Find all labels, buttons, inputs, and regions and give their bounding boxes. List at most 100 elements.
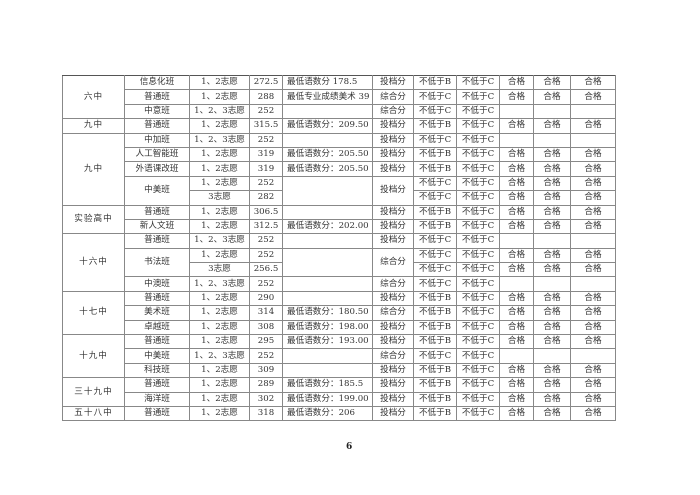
table-row: 人工智能班 1、2志愿 319 最低语数分：205.50 投档分 不低于B 不低于C 合格 合格… [63,146,616,163]
remark [282,204,373,220]
grade-requirement-b: 不低于B [413,74,457,91]
table-row: 十七中 普通班 1、2志愿 290 投档分 不低于B 不低于C 合格 合格 合格 [62,290,616,336]
qualification: 合格 [570,262,616,278]
grade-requirement-b: 不低于C [413,247,457,264]
class-name: 普通班 [124,89,190,105]
volunteer-order: 1、2志愿 [189,377,250,393]
table-row: 中美班 1、2、3志愿 252 综合分 不低于C 不低于C [63,348,616,364]
class-name: 新人文班 [124,218,190,235]
grade-requirement-b: 不低于C [413,233,457,249]
qualification: 合格 [533,319,571,336]
table-row: 十九中 普通班 1、2志愿 295 最低语数分：193.00 投档分 不低于B 不低于C 合格合… [62,334,616,379]
qualification: 合格 [533,405,571,422]
table-row: 3志愿 282 不低于C 不低于C 合格 合格 合格 [63,190,616,206]
grade-requirement-b: 不低于B [413,377,457,393]
qualification: 合格 [570,319,616,336]
remark: 最低语数分：205.50 [282,146,373,163]
grade-requirement-b: 不低于C [413,348,457,364]
min-score: 252 [249,132,283,148]
volunteer-order: 1、2志愿 [189,391,250,407]
score-type: 投档分 [372,319,414,336]
qualification: 合格 [499,334,534,350]
qualification: 合格 [499,391,534,407]
grade-requirement-b: 不低于B [413,319,457,336]
volunteer-order: 1、2志愿 [189,362,250,379]
volunteer-order: 3志愿 [189,190,250,206]
table-row: 实验高中 普通班 1、2志愿 306.5 投档分 不低于B 不低于C 合格 合格 合格 [62,204,616,235]
qualification [499,348,534,364]
class-name: 普通班 [124,334,190,350]
qualification: 合格 [570,305,616,321]
score-type: 投档分 [372,391,414,407]
grade-requirement-b: 不低于C [413,175,457,192]
min-score: 252 [249,348,283,364]
class-name: 科技班 [124,362,190,379]
score-type: 投档分 [372,377,414,393]
qualification: 合格 [570,247,616,264]
volunteer-order: 1、2、3志愿 [189,103,250,120]
score-type: 投档分 [372,175,414,206]
grade-requirement-b: 不低于B [413,391,457,407]
qualification: 合格 [533,262,571,278]
grade-requirement-b: 不低于C [413,132,457,148]
grade-requirement-b: 不低于B [413,290,457,307]
volunteer-order: 1、2志愿 [189,118,250,134]
qualification: 合格 [533,146,571,163]
qualification: 合格 [499,204,534,220]
score-type: 投档分 [372,290,414,307]
remark [282,247,373,278]
qualification: 合格 [499,118,534,134]
volunteer-order: 1、2志愿 [189,305,250,321]
qualification: 合格 [499,161,534,177]
qualification: 合格 [570,89,616,105]
min-score: 282 [249,190,283,206]
qualification: 合格 [533,204,571,220]
table-row: 九中 中加班 1、2、3志愿 252 投档分 不低于C 不低于C [62,132,616,206]
score-type: 综合分 [372,276,414,292]
min-score: 289 [249,377,283,393]
class-name: 人工智能班 [124,146,190,163]
qualification: 合格 [533,218,571,235]
qualification: 合格 [533,290,571,307]
qualification: 合格 [533,74,571,91]
page-number: 6 [346,442,353,452]
admission-table: 六中 信息化班 1、2志愿 272.5 最低语数分 178.5 投档分 不低于B 不低于C 合格… [62,74,616,422]
class-name: 中澳班 [124,276,190,292]
remark [282,348,373,364]
grade-requirement-c: 不低于C [456,276,500,292]
qualification: 合格 [570,118,616,134]
grade-requirement-c: 不低于C [456,290,500,307]
grade-requirement-c: 不低于C [456,305,500,321]
qualification: 合格 [570,391,616,407]
qualification: 合格 [570,146,616,163]
grade-requirement-b: 不低于B [413,218,457,235]
qualification: 合格 [533,377,571,393]
qualification: 合格 [499,74,534,91]
volunteer-order: 1、2志愿 [189,247,250,264]
min-score: 272.5 [249,74,283,91]
grade-requirement-b: 不低于B [413,405,457,422]
qualification: 合格 [499,218,534,235]
min-score: 288 [249,89,283,105]
qualification: 合格 [533,305,571,321]
class-name: 普通班 [124,118,190,134]
score-type: 综合分 [372,348,414,364]
min-score: 252 [249,175,283,192]
qualification: 合格 [570,362,616,379]
volunteer-order: 1、2志愿 [189,218,250,235]
qualification: 合格 [533,362,571,379]
grade-requirement-b: 不低于B [413,161,457,177]
school-name: 六中 [62,74,125,120]
class-name: 中美班 [124,175,190,206]
qualification: 合格 [533,89,571,105]
qualification: 合格 [570,175,616,192]
qualification: 合格 [570,190,616,206]
table-row: 中美班 1、2志愿 252 投档分 不低于C 不低于C 合格 合格 合格 [63,175,616,206]
remark [282,290,373,307]
qualification: 合格 [499,175,534,192]
remark: 最低语数分：180.50 [282,305,373,321]
school-name: 九中 [62,118,125,134]
qualification [570,103,616,120]
school-name: 三十九中 [62,377,125,407]
score-type: 投档分 [372,233,414,249]
